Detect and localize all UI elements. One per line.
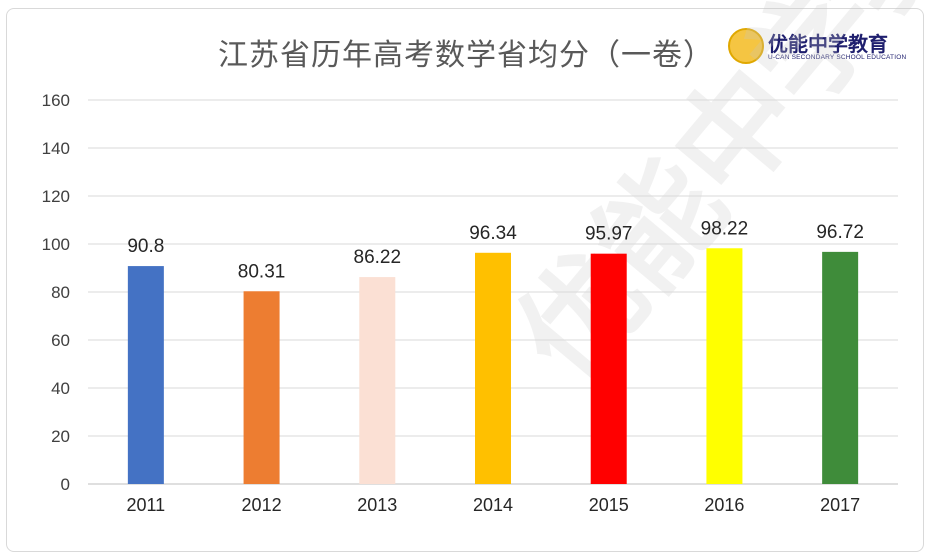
x-tick-label: 2016 <box>704 495 744 515</box>
y-tick-label: 80 <box>51 283 70 302</box>
y-tick-label: 100 <box>42 235 70 254</box>
chart-title: 江苏省历年高考数学省均分（一卷） <box>218 38 714 73</box>
bar <box>359 277 396 484</box>
bar <box>127 266 164 484</box>
data-label: 80.31 <box>238 261 286 282</box>
brand-logo: 优能中学教育 U-CAN SECONDARY SCHOOL EDUCATION <box>728 28 924 66</box>
logo-subtitle: U-CAN SECONDARY SCHOOL EDUCATION <box>768 54 907 61</box>
bar <box>706 248 743 484</box>
logo-name: 优能中学教育 <box>768 32 888 56</box>
data-label: 90.8 <box>127 236 164 257</box>
x-tick-label: 2017 <box>820 495 860 515</box>
y-tick-label: 120 <box>42 187 70 206</box>
x-tick-label: 2015 <box>589 495 629 515</box>
x-tick-label: 2013 <box>357 495 397 515</box>
data-label: 95.97 <box>585 224 633 245</box>
x-tick-label: 2012 <box>242 495 282 515</box>
y-tick-label: 0 <box>61 475 70 494</box>
bar <box>590 253 627 484</box>
y-tick-label: 40 <box>51 379 70 398</box>
y-tick-label: 160 <box>42 91 70 110</box>
y-tick-label: 20 <box>51 427 70 446</box>
x-tick-label: 2011 <box>126 495 165 515</box>
bar <box>475 252 511 484</box>
y-tick-label: 60 <box>51 331 70 350</box>
data-label: 86.22 <box>354 247 402 268</box>
y-tick-label: 140 <box>42 139 70 158</box>
data-label: 96.34 <box>469 223 517 244</box>
logo-emblem-icon <box>728 28 764 64</box>
data-label: 96.72 <box>816 222 864 243</box>
x-tick-label: 2014 <box>473 495 513 515</box>
bar <box>243 291 280 484</box>
bar <box>822 251 859 484</box>
data-label: 98.22 <box>701 218 749 239</box>
